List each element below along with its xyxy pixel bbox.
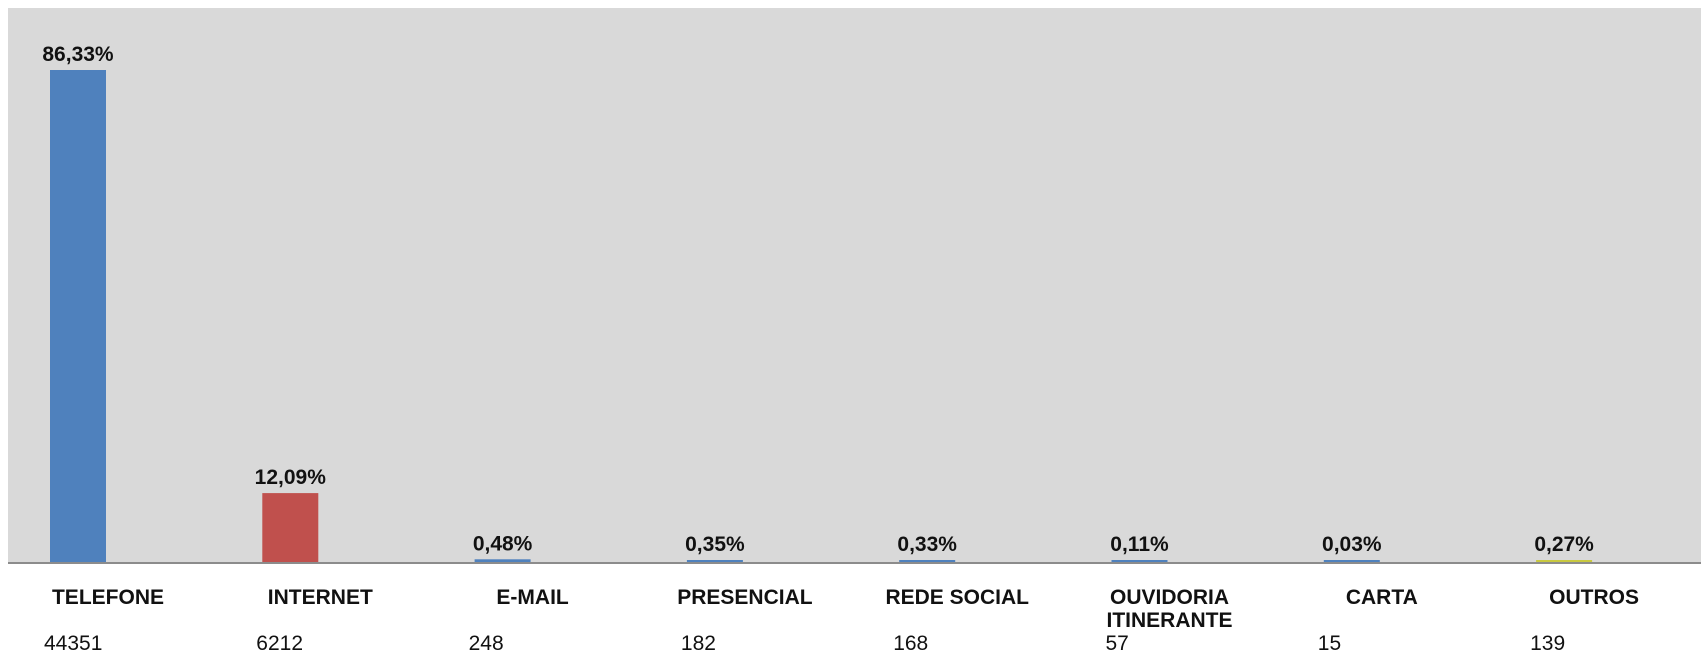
count-label-4: 168	[893, 632, 928, 654]
category-label-line: CARTA	[1346, 586, 1418, 609]
count-label-6: 15	[1318, 632, 1341, 654]
data-label-5: 0,11%	[1110, 533, 1169, 556]
count-label-5: 57	[1106, 632, 1129, 654]
category-label-line: OUTROS	[1549, 586, 1639, 609]
category-label-line: ITINERANTE	[1107, 609, 1233, 632]
category-label-3: PRESENCIAL	[677, 586, 813, 609]
count-label-2: 248	[469, 632, 504, 654]
data-label-1: 12,09%	[255, 466, 327, 489]
category-label-0: TELEFONE	[52, 586, 164, 609]
category-label-line: TELEFONE	[52, 586, 164, 609]
category-label-6: CARTA	[1346, 586, 1418, 609]
bar-2	[474, 559, 531, 562]
bar-6	[1323, 560, 1380, 562]
category-label-line: PRESENCIAL	[677, 586, 813, 609]
bars-layer	[50, 70, 1593, 562]
category-label-1: INTERNET	[268, 586, 373, 609]
category-label-line: OUVIDORIA	[1110, 586, 1229, 609]
category-label-5: OUVIDORIA ITINERANTE	[1107, 586, 1233, 632]
data-label-2: 0,48%	[473, 532, 533, 555]
category-label-line: REDE SOCIAL	[885, 586, 1029, 609]
bar-4	[899, 560, 956, 562]
data-label-6: 0,03%	[1322, 533, 1382, 556]
bar-5	[1111, 560, 1168, 562]
data-label-4: 0,33%	[897, 533, 957, 556]
category-label-4: REDE SOCIAL	[885, 586, 1029, 609]
count-label-3: 182	[681, 632, 716, 654]
category-label-line: INTERNET	[268, 586, 373, 609]
count-label-7: 139	[1530, 632, 1565, 654]
bar-1	[262, 493, 319, 562]
category-label-line: E-MAIL	[496, 586, 568, 609]
count-label-1: 6212	[256, 632, 303, 654]
data-label-0: 86,33%	[42, 43, 114, 66]
data-label-7: 0,27%	[1534, 533, 1594, 556]
plot-area	[8, 8, 1701, 563]
category-label-2: E-MAIL	[496, 586, 568, 609]
category-label-7: OUTROS	[1549, 586, 1639, 609]
data-label-3: 0,35%	[685, 533, 745, 556]
bar-0	[50, 70, 106, 562]
bar-7	[1536, 560, 1593, 562]
bar-3	[686, 560, 743, 562]
labels-layer: 86,33% TELEFONE 44351 12,09% INTERNET 6212 0,4…	[42, 43, 1639, 654]
count-label-0: 44351	[44, 632, 102, 654]
